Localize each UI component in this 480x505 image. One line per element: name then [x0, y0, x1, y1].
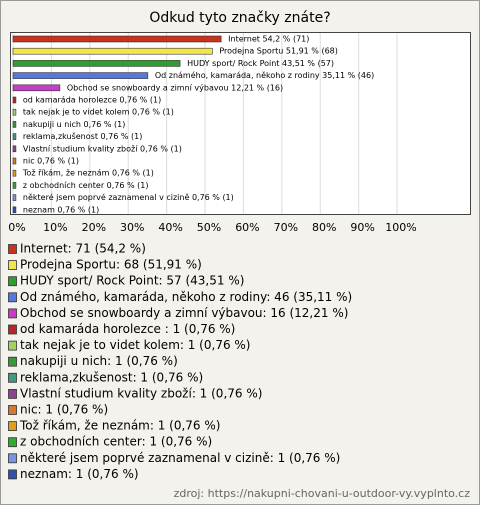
bar [12, 157, 17, 165]
bar [12, 194, 17, 201]
value-label: nic 0,76 % (1) [23, 157, 79, 166]
bar [12, 206, 17, 214]
value-label: tak nejak je to videt kolem 0,76 % (1) [23, 108, 174, 117]
legend-label: z obchodních center: 1 (0,76 %) [20, 435, 212, 449]
legend-swatch [8, 308, 17, 319]
bar [12, 108, 17, 116]
legend-label: neznam: 1 (0,76 %) [20, 467, 139, 481]
legend-swatch [8, 244, 17, 254]
bar [12, 72, 149, 79]
legend-label: od kamaráda horolezce : 1 (0,76 %) [20, 322, 235, 336]
legend-swatch [8, 437, 17, 448]
legend-label: Prodejna Sportu: 68 (51,91 %) [20, 258, 202, 272]
bar [12, 182, 17, 189]
value-label: neznam 0,76 % (1) [23, 205, 99, 214]
legend-swatch [8, 324, 17, 335]
legend-label: Vlastní studium kvality zboží: 1 (0,76 %… [20, 386, 262, 400]
legend-label: Tož říkám, že neznám: 1 (0,76 %) [19, 419, 220, 433]
legend-swatch [8, 405, 17, 415]
value-label: reklama,zkušenost 0,76 % (1) [23, 131, 142, 141]
bar [12, 47, 213, 55]
value-label: některé jsem poprvé zaznamenal v cizině … [23, 192, 234, 202]
legend-swatch [8, 276, 17, 287]
bar [12, 145, 17, 153]
bar [12, 169, 17, 177]
legend-swatch [8, 372, 17, 383]
chart-title: Odkud tyto značky znáte? [149, 10, 330, 26]
x-tick-label: 80% [312, 221, 336, 234]
legend-label: Internet: 71 (54,2 %) [20, 242, 146, 256]
legend-swatch [8, 340, 17, 351]
value-label: Internet 54,2 % (71) [228, 35, 309, 44]
x-tick-label: 60% [235, 221, 259, 234]
legend-label: některé jsem poprvé zaznamenal v cizině:… [20, 451, 340, 465]
bar [12, 35, 222, 43]
value-label: Prodejna Sportu 51,91 % (68) [219, 47, 338, 56]
legend-swatch [8, 356, 17, 367]
value-label: HUDY sport/ Rock Point 43,51 % (57) [187, 59, 334, 68]
value-label: Obchod se snowboardy a zimní výbavou 12,… [67, 83, 283, 92]
legend-label: reklama,zkušenost: 1 (0,76 %) [20, 370, 203, 384]
legend-swatch [8, 260, 17, 271]
x-tick-label: 30% [120, 221, 144, 234]
legend-swatch [8, 469, 17, 480]
legend-swatch [8, 388, 17, 399]
bar [12, 133, 17, 140]
value-label: Vlastní studium kvality zboží 0,76 % (1) [23, 144, 182, 153]
x-tick-label: 40% [158, 221, 182, 234]
legend-label: tak nejak je to videt kolem: 1 (0,76 %) [20, 338, 250, 352]
source: zdroj: https://nakupni-chovani-u-outdoor… [174, 487, 471, 500]
bar [12, 84, 61, 92]
legend-label: HUDY sport/ Rock Point: 57 (43,51 %) [20, 274, 244, 288]
bar [12, 60, 181, 67]
value-label: Od známého, kamaráda, někoho z rodiny 35… [155, 70, 374, 80]
bar [12, 96, 17, 104]
x-tick-label: 10% [43, 221, 67, 234]
legend-label: nic: 1 (0,76 %) [20, 403, 108, 417]
legend-label: nakupiji u nich: 1 (0,76 %) [20, 354, 178, 368]
value-label: Tož říkám, že neznám 0,76 % (1) [22, 169, 154, 178]
x-tick-label: 90% [350, 221, 374, 234]
legend-swatch [8, 453, 17, 464]
x-tick-label: 0% [8, 221, 25, 234]
value-label: od kamaráda horolezce 0,76 % (1) [23, 96, 161, 105]
bar [12, 121, 17, 128]
x-tick-label: 50% [197, 221, 221, 234]
x-tick-label: 20% [82, 221, 106, 234]
legend-swatch [8, 421, 17, 432]
value-label: nakupiji u nich 0,76 % (1) [23, 120, 125, 129]
legend-label: Obchod se snowboardy a zimní výbavou: 16… [20, 306, 348, 320]
value-label: z obchodních center 0,76 % (1) [23, 181, 149, 190]
legend-swatch [8, 292, 17, 303]
legend-label: Od známého, kamaráda, někoho z rodiny: 4… [20, 290, 352, 304]
x-tick-label: 70% [274, 221, 298, 234]
x-tick-label: 100% [385, 221, 416, 234]
